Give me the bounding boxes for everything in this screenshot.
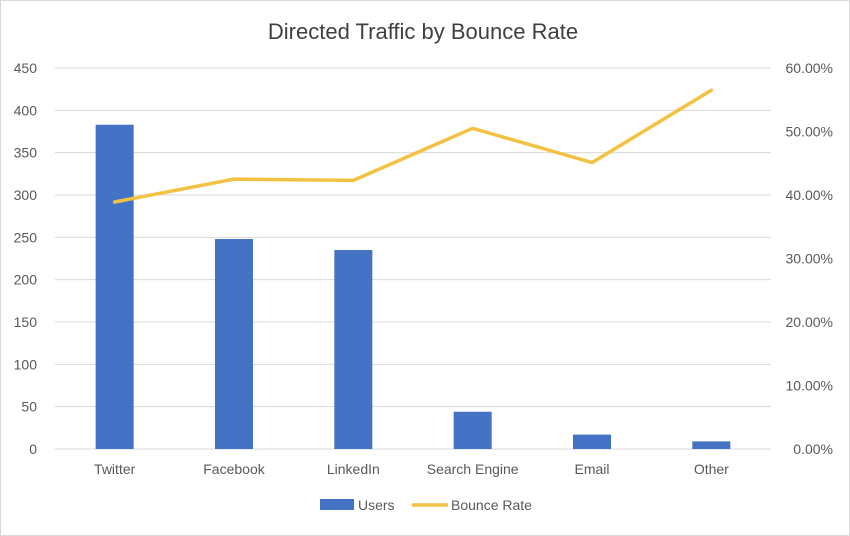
users-bar <box>573 434 611 449</box>
x-axis: Twitter Facebook LinkedIn Search Engine Emai… <box>94 461 729 477</box>
bounce-rate-line <box>112 88 714 204</box>
left-tick-label: 300 <box>14 187 38 203</box>
x-tick-label: Search Engine <box>427 461 519 477</box>
legend-users-label: Users <box>358 497 395 513</box>
users-bar <box>692 441 731 449</box>
right-tick-label: 60.00% <box>786 60 833 76</box>
x-tick-label: Twitter <box>94 461 136 477</box>
right-y-axis: 0.00% 10.00% 20.00% 30.00% 40.00% 50.00% 60.00… <box>786 60 833 457</box>
left-y-axis: 0 50 100 150 200 250 300 350 400 450 <box>14 60 38 457</box>
right-tick-label: 40.00% <box>786 187 833 203</box>
users-bar <box>453 411 492 449</box>
chart-title: Directed Traffic by Bounce Rate <box>268 19 578 44</box>
legend-bounce-rate-label: Bounce Rate <box>451 497 532 513</box>
left-tick-label: 150 <box>14 314 38 330</box>
left-tick-label: 250 <box>14 229 38 245</box>
gridlines <box>55 67 771 450</box>
right-tick-label: 50.00% <box>786 124 833 140</box>
legend-users-swatch <box>320 499 354 510</box>
users-bar <box>334 250 373 449</box>
left-tick-label: 0 <box>29 441 37 457</box>
right-tick-label: 0.00% <box>793 441 833 457</box>
bounce-rate-series-line <box>112 88 714 204</box>
left-tick-label: 50 <box>21 399 37 415</box>
users-bar <box>95 124 134 449</box>
users-bars <box>95 124 731 449</box>
left-tick-label: 200 <box>14 272 38 288</box>
right-tick-label: 10.00% <box>786 378 833 394</box>
left-tick-label: 350 <box>14 145 38 161</box>
x-tick-label: Other <box>694 461 729 477</box>
right-tick-label: 30.00% <box>786 251 833 267</box>
left-tick-label: 400 <box>14 102 38 118</box>
right-tick-label: 20.00% <box>786 314 833 330</box>
left-tick-label: 100 <box>14 356 38 372</box>
x-tick-label: LinkedIn <box>327 461 380 477</box>
x-tick-label: Email <box>574 461 609 477</box>
left-tick-label: 450 <box>14 60 38 76</box>
users-bar <box>215 239 253 449</box>
x-tick-label: Facebook <box>203 461 265 477</box>
legend: Users Bounce Rate <box>320 497 532 513</box>
